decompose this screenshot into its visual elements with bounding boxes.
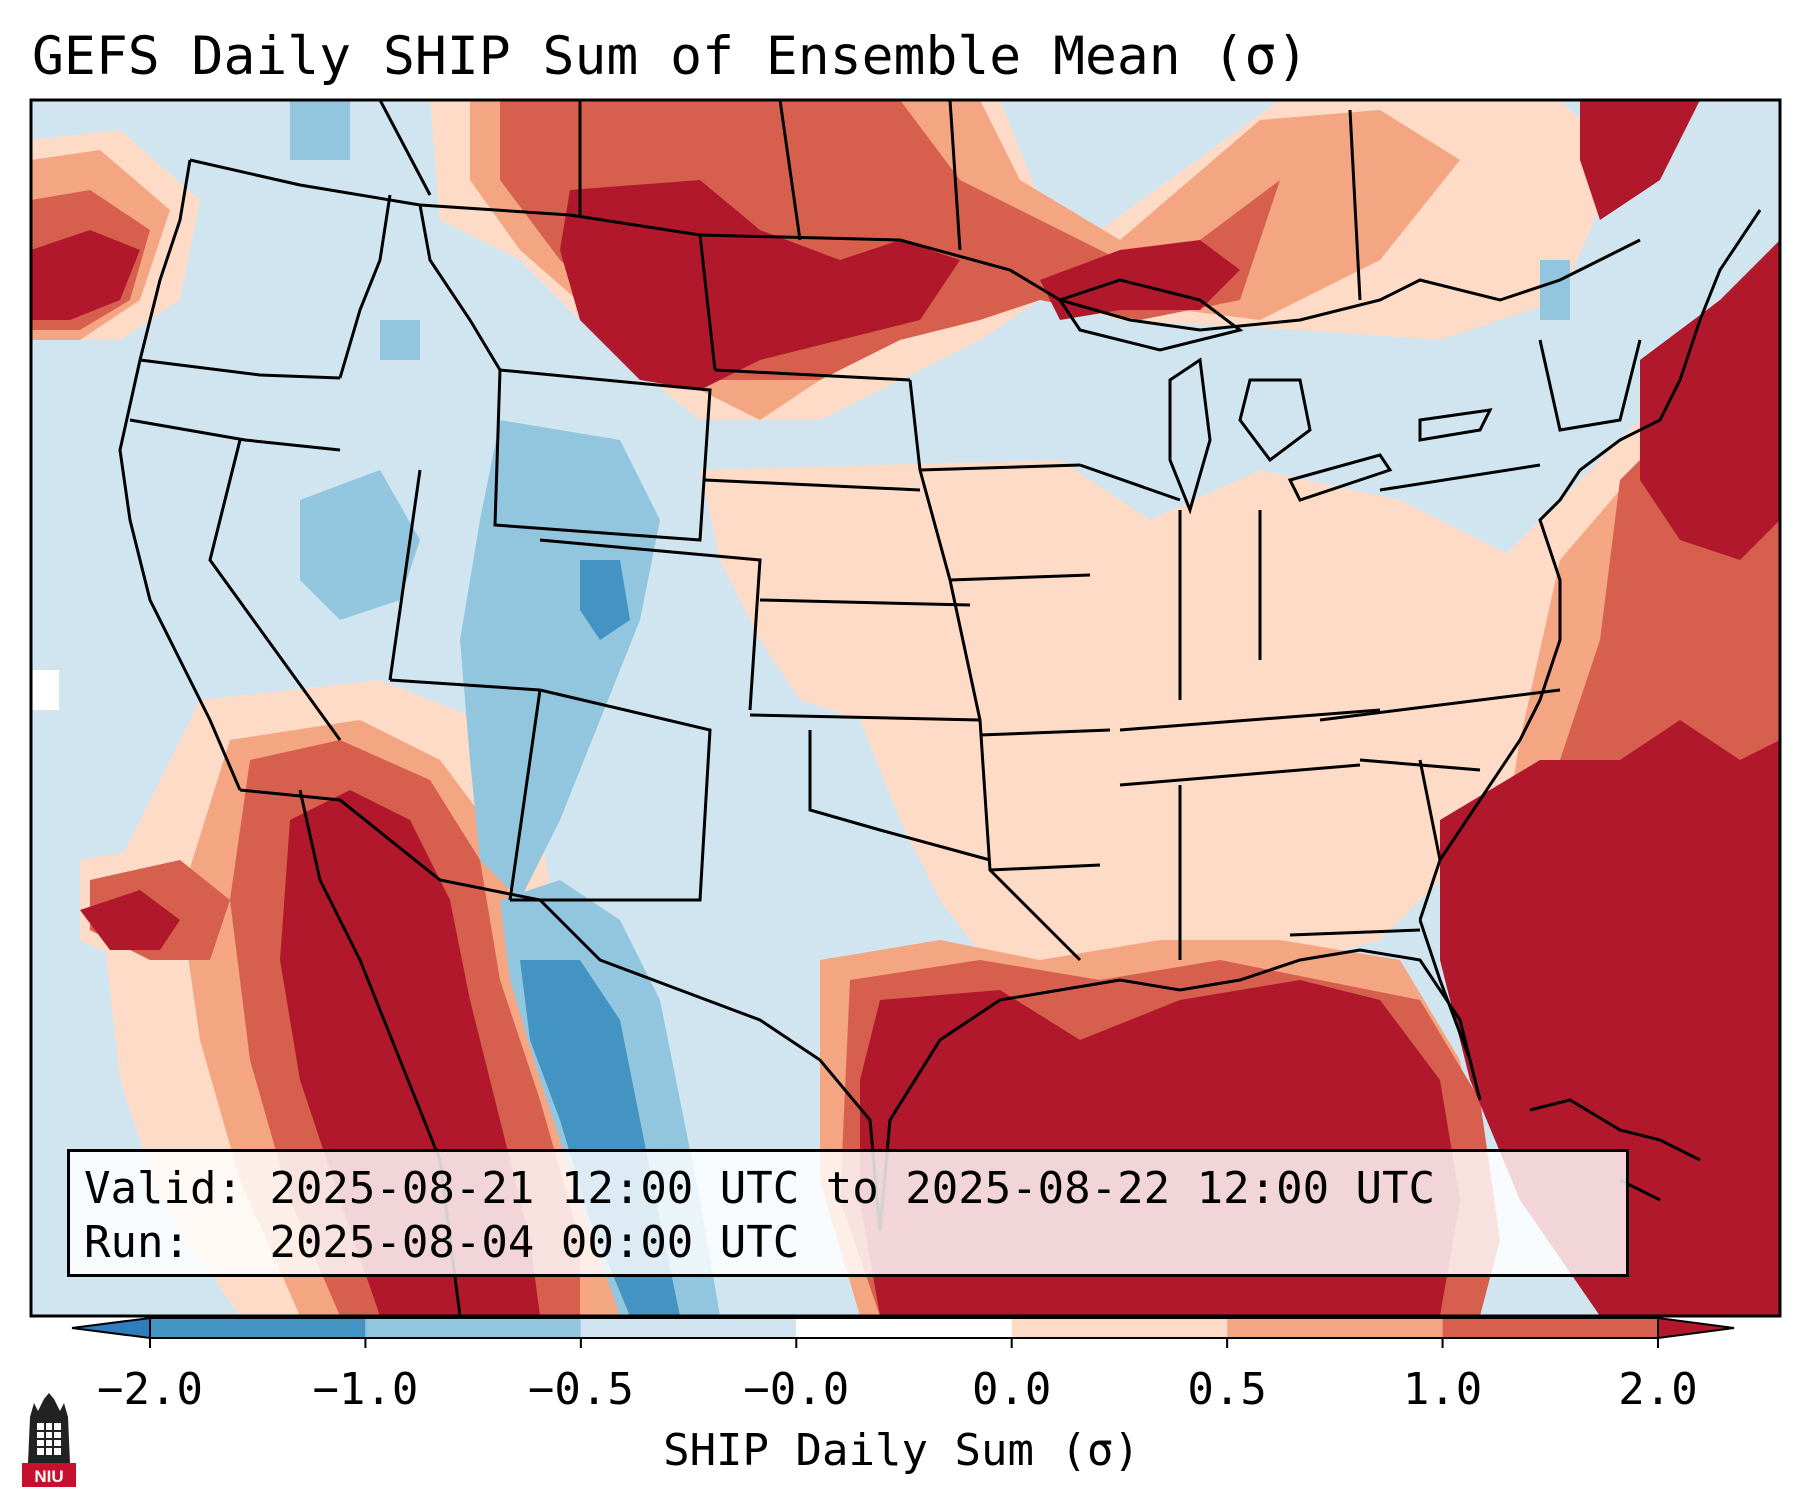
colorbar-segment [580,1318,797,1338]
boundary-ms-river [908,379,1082,962]
canada-province-lines [378,100,1362,301]
colorbar-segments [150,1318,1658,1338]
boundary-ky-tn [1119,708,1381,732]
boundary-ia-mo [949,573,1091,582]
region-mid-blue-nw-1 [290,100,350,160]
region-strong-blue-colorado [580,560,630,640]
colorbar-tick-label: −0.0 [743,1364,850,1415]
boundary-ca-or [129,418,341,452]
region-dark-red-ne-coast [1640,240,1780,560]
colorbar-segment [150,1318,366,1338]
run-label: Run: [84,1217,190,1268]
colorbar-frame [149,1317,1659,1339]
region-dark-red-nw [31,230,140,320]
boundary-ne-ks [759,598,971,607]
map-frame [29,98,1782,1318]
boundary-mn-ia [919,463,1081,472]
boundary-sd-ne [704,478,921,492]
boundary-az-nm [508,689,542,901]
run-row: Run: 2025-08-04 00:00 UTC [84,1216,1612,1270]
boundary-nm-tx [510,688,712,902]
region-no-data [31,670,59,710]
region-dark-red-lakes [1040,240,1240,320]
boundary-wa-or [139,358,341,380]
colorbar-tick-label: −0.5 [527,1364,634,1415]
boundary-va-nc [1319,688,1561,722]
region-dark-red-canada [1580,100,1700,220]
great-lakes-ontario [1418,408,1493,442]
valid-label: Valid: [84,1163,243,1214]
colorbar-extend-min [71,1316,151,1340]
valid-value: 2025-08-21 12:00 UTC to 2025-08-22 12:00… [269,1163,1436,1214]
boundary-ga-fl [1289,928,1421,937]
atlantic-coast [1418,209,1762,921]
info-box: Valid: 2025-08-21 12:00 UTC to 2025-08-2… [67,1149,1629,1277]
boundary-ut-az [389,678,541,692]
boundary-nd-sd [714,368,911,382]
colorbar-segment [1442,1318,1658,1338]
colorbar [71,1316,1735,1348]
colorbar-tick-label: −1.0 [312,1364,419,1415]
great-lakes-huron [1238,378,1312,463]
us-mexico-border [239,788,882,1231]
boundary-ga-sc [1418,759,1442,861]
colorbar-tick-label: −2.0 [97,1364,203,1415]
region-mid-blue-great-basin [300,470,420,620]
boundary-ar-la [989,863,1101,872]
region-dark-red-north [560,180,960,390]
colorbar-segment [796,1318,1012,1338]
great-lakes-superior [1057,278,1244,352]
colorbar-segment [365,1318,581,1338]
valid-row: Valid: 2025-08-21 12:00 UTC to 2025-08-2… [84,1162,1612,1216]
run-value: 2025-08-04 00:00 UTC [269,1217,800,1268]
gulf-coast [878,919,1482,1231]
boundary-ne-states [1538,339,1642,432]
boundary-ut-co [539,538,762,711]
colorbar-tick-label: 0.0 [971,1364,1052,1415]
boundary-ks-ok [749,713,981,722]
boundary-id-mt [418,204,502,371]
region-dark-red-pacific [80,890,180,950]
boundary-nv-ca [208,439,342,741]
colorbar-segment [1227,1318,1443,1338]
field-map [31,100,1780,1316]
colorbar-tick-label: 1.0 [1402,1364,1483,1415]
boundary-nv-ut [388,469,422,681]
region-mid-blue-rockies [460,420,660,900]
great-lakes-erie [1287,453,1393,502]
region-mid-blue-ca [1540,260,1570,320]
boundary-or-id [338,194,392,379]
boundary-wi-il [1079,463,1181,502]
boundary-tn-ms-al [1119,763,1361,787]
niu-logo: NIU [22,1393,76,1487]
boundary-wy [493,368,712,542]
colorbar-tick-label: 2.0 [1618,1364,1698,1415]
colorbar-extend-max [1657,1316,1735,1340]
boundary-mo-ar [979,728,1111,737]
boundary-mt-nd [698,234,717,371]
colorbar-segment [1011,1318,1228,1338]
boundary-pa-ny [1379,463,1541,492]
region-mid-blue-nw-2 [380,320,420,360]
colorbar-tick-label: 0.5 [1187,1364,1267,1415]
colorbar-ticks [149,1338,1659,1348]
us-west-coast [118,159,242,791]
boundary-ok-tx [808,730,991,862]
figure-title: GEFS Daily SHIP Sum of Ensemble Mean (σ) [32,26,1309,87]
colorbar-label: SHIP Daily Sum (σ) [663,1425,1140,1476]
logo-text: NIU [34,1467,63,1486]
great-lakes-michigan [1168,357,1212,515]
us-canada-border [189,158,1641,332]
